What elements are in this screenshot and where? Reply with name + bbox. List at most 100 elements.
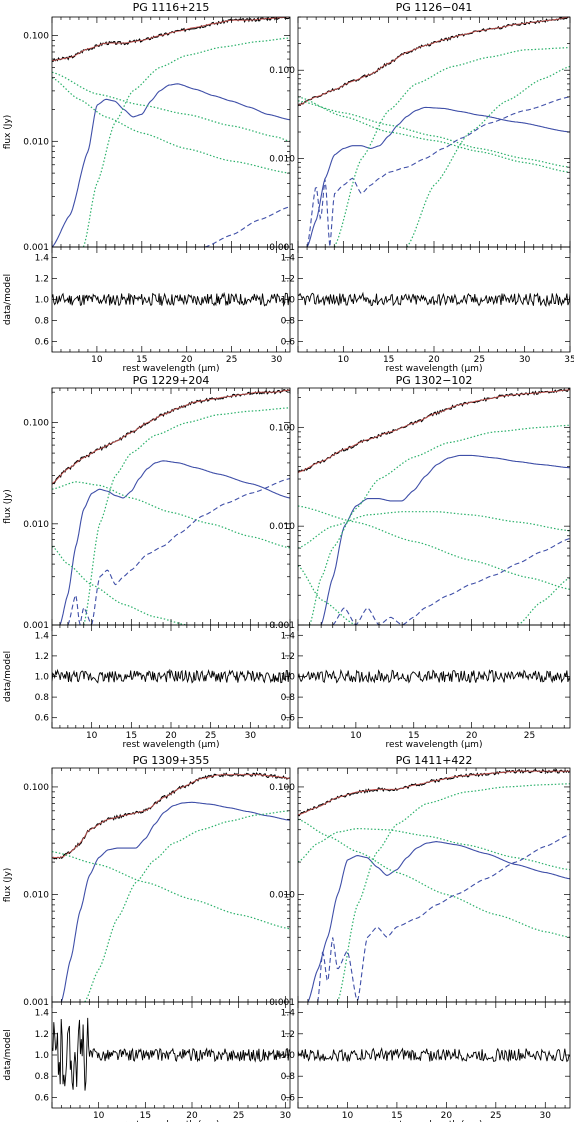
x-tick-label: 30 <box>540 1111 552 1121</box>
x-tick-label: 25 <box>474 355 485 365</box>
flux-axes-frame <box>297 16 571 248</box>
x-tick-label: 10 <box>338 355 350 365</box>
ratio-tick-label: 1.0 <box>281 1051 296 1061</box>
y-tick-label: 0.100 <box>23 783 49 793</box>
panel-title: PG 1126−041 <box>396 1 473 14</box>
ratio-tick-label: 1.4 <box>35 1009 50 1019</box>
y-tick-label: 0.100 <box>269 783 295 793</box>
x-tick-label: 20 <box>181 355 193 365</box>
ratio-area <box>298 1047 570 1063</box>
ratio-line <box>52 1017 290 1091</box>
series-model-total-line <box>52 774 290 859</box>
plot-area <box>52 17 290 247</box>
series-continuum-line <box>52 851 290 930</box>
ratio-area <box>52 291 290 308</box>
panel-4: PG 1302−102 0.001 0.010 0.100 0.6 0.8 1.0 1.2 1.… <box>269 374 571 750</box>
ratio-line <box>298 291 570 308</box>
panel-title: PG 1302−102 <box>396 374 473 387</box>
ratio-tick-label: 1.4 <box>35 631 50 641</box>
ratio-tick-label: 0.8 <box>281 317 296 327</box>
ratio-tick-label: 1.2 <box>35 275 49 285</box>
y-tick-label: 0.001 <box>23 243 49 253</box>
series-continuum-line <box>83 407 290 625</box>
ratio-tick-label: 1.4 <box>281 631 296 641</box>
ratio-tick-label: 1.0 <box>35 296 50 306</box>
ratio-tick-label: 0.6 <box>281 338 296 348</box>
series-continuum-line <box>298 818 570 938</box>
series-pah-line <box>307 841 570 1002</box>
panel-2: PG 1126−041 0.001 0.010 0.100 0.6 0.8 1.0 1.2 1.… <box>269 1 574 374</box>
series-pah-line <box>320 454 570 625</box>
panel-title: PG 1411+422 <box>396 754 473 767</box>
panel-title: PG 1309+355 <box>133 754 210 767</box>
x-tick-label: 15 <box>383 355 394 365</box>
y-tick-label: 0.100 <box>23 32 49 42</box>
y-tick-label: 0.010 <box>23 890 49 900</box>
flux-axes-frame <box>297 767 571 1003</box>
ratio-line <box>298 668 570 684</box>
series-model-total-line <box>52 389 290 484</box>
panel-title: PG 1229+204 <box>133 374 210 387</box>
y-tick-label: 0.001 <box>269 998 295 1008</box>
ratio-area <box>298 291 570 308</box>
series-continuum-line <box>298 511 570 549</box>
x-tick-label: 20 <box>441 1111 453 1121</box>
x-tick-label: 10 <box>93 1111 105 1121</box>
panel-6: PG 1411+422 0.001 0.010 0.100 0.6 0.8 1.0 1.2 1.… <box>269 754 571 1122</box>
ratio-tick-label: 0.8 <box>281 1072 296 1082</box>
ratio-tick-label: 1.2 <box>35 1030 49 1040</box>
series-continuum-line <box>82 37 290 247</box>
x-tick-label: 15 <box>408 731 419 741</box>
series-pah-line <box>306 106 570 247</box>
x-axis-label: rest wavelength (μm) <box>386 1120 483 1122</box>
x-tick-label: 10 <box>91 355 103 365</box>
ratio-line <box>52 668 290 684</box>
y-tick-label: 0.010 <box>23 520 49 530</box>
ratio-tick-label: 0.6 <box>35 338 50 348</box>
x-axis-label: rest wavelength (μm) <box>123 1120 220 1122</box>
series-continuum-line <box>298 96 570 173</box>
y-axis-label-flux: flux (Jy) <box>3 115 13 150</box>
series-silicate-line <box>67 478 290 625</box>
flux-axes-frame <box>297 387 571 626</box>
panel-3: PG 1229+204 0.001 0.010 0.100 0.6 0.8 1.0 1.2 1.… <box>3 374 291 750</box>
plot-area <box>52 772 290 1002</box>
ratio-line <box>298 1047 570 1063</box>
ratio-tick-label: 1.0 <box>281 296 296 306</box>
x-tick-label: 15 <box>140 1111 151 1121</box>
ratio-tick-label: 0.8 <box>35 317 50 327</box>
y-axis-label-ratio: data/model <box>3 1029 13 1080</box>
series-continuum-line <box>406 66 570 247</box>
ratio-tick-label: 1.0 <box>281 673 296 683</box>
x-tick-label: 20 <box>186 1111 198 1121</box>
ratio-tick-label: 0.6 <box>35 714 50 724</box>
x-tick-label: 30 <box>280 1111 292 1121</box>
ratio-area <box>52 668 290 684</box>
series-silicate-line <box>204 206 290 247</box>
y-tick-label: 0.010 <box>269 890 295 900</box>
ratio-area <box>52 1017 290 1091</box>
ratio-tick-label: 0.8 <box>35 693 50 703</box>
x-axis-label: rest wavelength (μm) <box>123 364 220 374</box>
ratio-tick-label: 1.2 <box>281 275 295 285</box>
plot-area <box>298 388 570 625</box>
x-tick-label: 35 <box>564 355 574 365</box>
series-model-total-line <box>52 17 290 62</box>
x-tick-label: 30 <box>245 731 257 741</box>
series-data-line <box>52 17 290 63</box>
panel-5: PG 1309+355 0.001 0.010 0.100 0.6 0.8 1.0 1.2 1.… <box>3 754 291 1122</box>
plot-area <box>298 17 570 247</box>
x-tick-label: 15 <box>126 731 137 741</box>
series-pah-line <box>60 801 290 1002</box>
x-axis-label: rest wavelength (μm) <box>386 740 483 750</box>
series-silicate-line <box>332 537 570 625</box>
panel-title: PG 1116+215 <box>133 1 210 14</box>
series-data-line <box>298 17 570 107</box>
y-tick-label: 0.010 <box>23 137 49 147</box>
series-continuum-line <box>517 577 570 625</box>
ratio-area <box>298 668 570 684</box>
series-data-line <box>298 768 570 817</box>
series-continuum-line <box>298 100 570 168</box>
x-tick-label: 10 <box>342 1111 354 1121</box>
